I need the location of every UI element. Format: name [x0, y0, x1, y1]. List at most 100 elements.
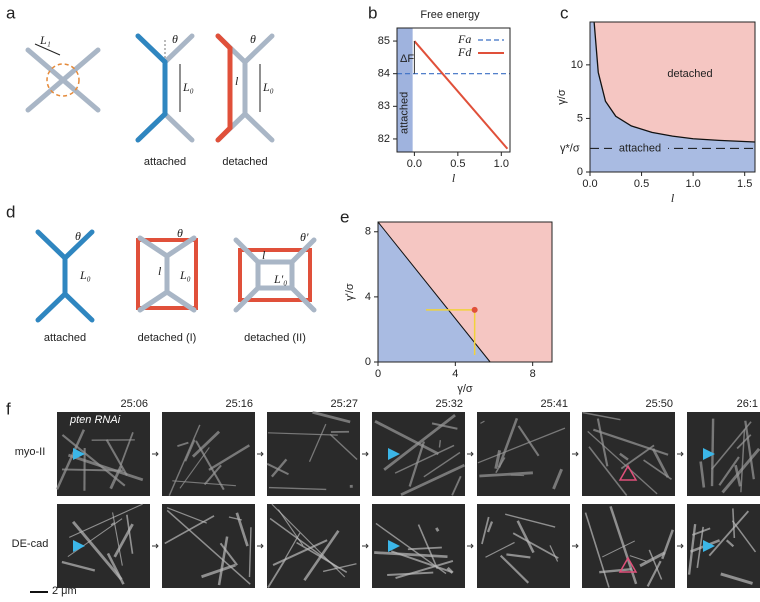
micrograph [162, 412, 255, 496]
step-arrow [677, 544, 683, 548]
x-tick-label: 0 [375, 368, 381, 380]
x-tick-label: 0.5 [450, 158, 465, 170]
x-tick-label: 4 [452, 368, 458, 380]
chart-title: Free energy [420, 9, 480, 21]
step-arrow [362, 452, 368, 456]
legend-label: Fa [457, 32, 471, 46]
symbol: L₀ [182, 80, 194, 94]
y-tick-label: 0 [577, 166, 583, 178]
y-tick-label: 85 [378, 35, 390, 47]
x-tick-label: 1.5 [737, 178, 752, 190]
micrograph [57, 504, 150, 588]
image [372, 504, 465, 588]
threshold-label: γ*/σ [560, 142, 580, 154]
y-tick-label: 5 [577, 112, 583, 124]
y-axis-label: γ'/σ [344, 283, 356, 301]
x-axis-label: γ/σ [457, 383, 473, 395]
x-tick-label: 1.0 [685, 178, 700, 190]
timestamp: 25:32 [435, 398, 463, 410]
diagram-x [28, 50, 98, 110]
inset-label: pten RNAi [69, 414, 121, 426]
micrograph [267, 504, 360, 588]
micrograph [687, 504, 760, 588]
x-tick-label: 0.5 [634, 178, 649, 190]
y-tick-label: 0 [365, 356, 371, 368]
micrograph [582, 412, 675, 496]
panel-label: a [6, 3, 16, 22]
y-tick-label: 83 [378, 100, 390, 112]
cell-edge [712, 419, 713, 486]
symbol: θ [250, 32, 256, 46]
symbol: l [158, 264, 162, 278]
micrograph [477, 412, 570, 496]
micrograph [372, 412, 465, 496]
x-tick-label: 1.0 [494, 158, 509, 170]
legend-label: Fd [457, 45, 472, 59]
caption: detached (I) [138, 332, 197, 344]
cell-edge [436, 528, 438, 531]
x-axis-label: l [452, 171, 456, 185]
x-tick-label: 0.0 [582, 178, 597, 190]
timestamp: 25:06 [120, 398, 148, 410]
image [57, 504, 150, 588]
symbol: L'₀ [273, 272, 287, 286]
y-axis-label: γ/σ [556, 89, 568, 105]
step-arrow [257, 452, 263, 456]
image [582, 412, 675, 496]
y-tick-label: 4 [365, 291, 371, 303]
y-tick-label: 82 [378, 133, 390, 145]
caption: attached [144, 156, 186, 168]
cell-edge [439, 440, 440, 447]
region-label: detached [667, 68, 712, 80]
panel-label: c [560, 3, 569, 22]
y-tick-label: 8 [365, 226, 371, 238]
step-arrow [362, 544, 368, 548]
step-arrow [572, 452, 578, 456]
micrograph [162, 504, 255, 588]
y-tick-label: 84 [378, 68, 390, 80]
timestamp: 25:41 [540, 398, 568, 410]
symbol: θ [75, 229, 81, 243]
symbol: L₀ [179, 268, 191, 282]
symbol: θ [172, 32, 178, 46]
step-arrow [677, 452, 683, 456]
timestamp: 25:50 [645, 398, 673, 410]
scale-label: 2 μm [52, 585, 77, 597]
panel-label: f [6, 399, 11, 418]
image [372, 412, 465, 496]
timestamp: 25:27 [330, 398, 358, 410]
panel-label: e [340, 207, 349, 226]
state-point [472, 307, 478, 313]
figure: a b c d e f L₁ θ L₀ θ l L₀ attached deta… [0, 0, 760, 597]
step-arrow [257, 544, 263, 548]
step-arrow [152, 452, 158, 456]
micrograph [477, 504, 570, 588]
micrograph [582, 504, 675, 588]
micrograph [687, 412, 760, 496]
micrograph [267, 412, 360, 496]
row-label: myo-II [15, 446, 46, 458]
image [477, 504, 570, 588]
symbol: L₀ [79, 268, 91, 282]
panel-label: b [368, 3, 377, 22]
x-tick-label: 8 [530, 368, 536, 380]
row-label: DE-cad [12, 538, 49, 550]
timestamp: 26:1 [737, 398, 758, 410]
caption: detached [222, 156, 267, 168]
region-label: attached [619, 142, 661, 154]
y-tick-label: 10 [571, 59, 583, 71]
timestamp: 25:16 [225, 398, 253, 410]
caption: attached [44, 332, 86, 344]
panel-label: d [6, 202, 15, 221]
step-arrow [572, 544, 578, 548]
step-arrow [467, 544, 473, 548]
band-label: attached [399, 92, 411, 134]
micrograph [372, 504, 465, 588]
caption: detached (II) [244, 332, 306, 344]
symbol: θ [177, 226, 183, 240]
x-axis-label: l [671, 191, 675, 205]
step-arrow [152, 544, 158, 548]
step-arrow [467, 452, 473, 456]
symbol: θ' [300, 230, 309, 244]
x-tick-label: 0.0 [407, 158, 422, 170]
